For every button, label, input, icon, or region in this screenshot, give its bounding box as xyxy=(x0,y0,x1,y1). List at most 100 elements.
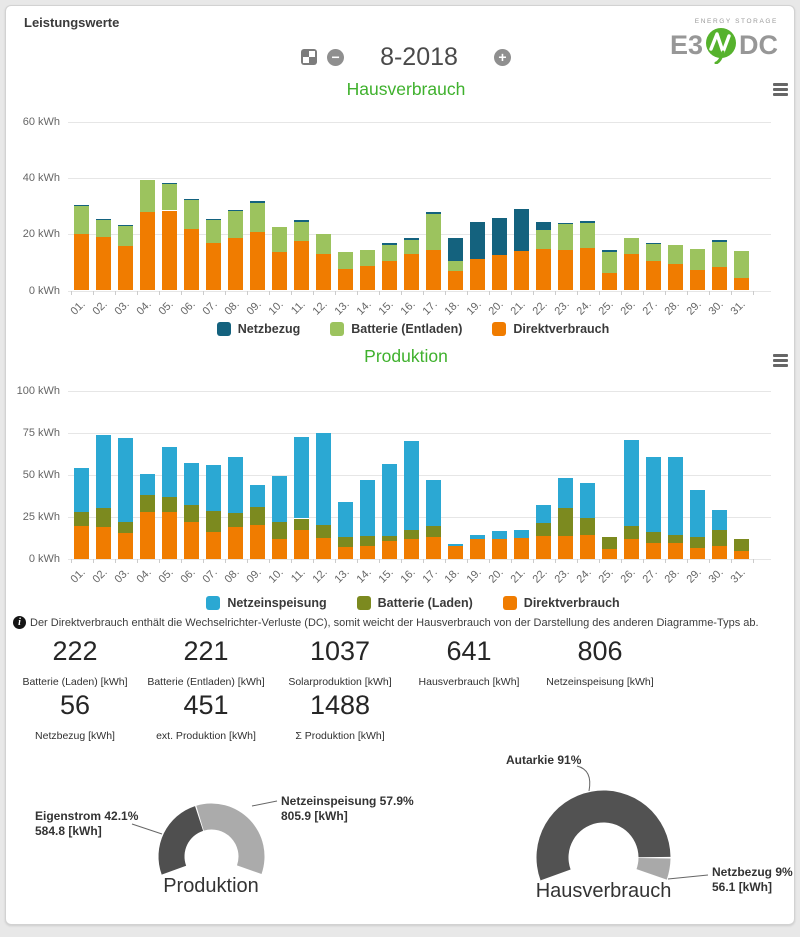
bar-segment-netzbezug[interactable] xyxy=(514,209,529,252)
bar-segment-netzbezug[interactable] xyxy=(646,242,661,245)
bar-segment-batterie-laden-[interactable] xyxy=(404,530,419,539)
bar-segment-netzbezug[interactable] xyxy=(206,218,221,221)
bar-segment-batterie-entladen-[interactable] xyxy=(272,227,287,252)
bar-segment-direktverbrauch[interactable] xyxy=(316,253,331,291)
bar-segment-batterie-entladen-[interactable] xyxy=(404,239,419,254)
view-toggle-button[interactable] xyxy=(301,49,318,65)
bar-segment-batterie-entladen-[interactable] xyxy=(580,222,595,248)
bar-segment-direktverbrauch[interactable] xyxy=(514,538,529,559)
bar-segment-direktverbrauch[interactable] xyxy=(492,255,507,291)
bar-segment-direktverbrauch[interactable] xyxy=(426,249,441,291)
bar-segment-netzbezug[interactable] xyxy=(492,217,507,256)
bar-segment-batterie-laden-[interactable] xyxy=(712,529,727,547)
gauge-segment-netzeinspeisung[interactable] xyxy=(196,803,265,875)
bar-segment-netzeinspeisung[interactable] xyxy=(492,531,507,539)
bar-segment-direktverbrauch[interactable] xyxy=(734,551,749,559)
bar-segment-batterie-laden-[interactable] xyxy=(690,536,705,549)
bar-segment-batterie-laden-[interactable] xyxy=(162,496,177,512)
bar-segment-direktverbrauch[interactable] xyxy=(184,229,199,291)
bar-segment-netzeinspeisung[interactable] xyxy=(206,464,221,511)
bar-segment-batterie-laden-[interactable] xyxy=(668,534,683,544)
bar-segment-batterie-laden-[interactable] xyxy=(206,510,221,532)
bar-segment-batterie-entladen-[interactable] xyxy=(712,241,727,268)
bar-segment-netzeinspeisung[interactable] xyxy=(338,501,353,537)
bar-segment-batterie-entladen-[interactable] xyxy=(360,249,375,266)
bar-segment-direktverbrauch[interactable] xyxy=(74,526,89,559)
bar-segment-netzeinspeisung[interactable] xyxy=(668,456,683,535)
bar-segment-batterie-entladen-[interactable] xyxy=(382,244,397,261)
bar-segment-batterie-laden-[interactable] xyxy=(382,535,397,542)
bar-segment-batterie-laden-[interactable] xyxy=(140,494,155,512)
bar-segment-direktverbrauch[interactable] xyxy=(250,525,265,559)
bar-segment-netzeinspeisung[interactable] xyxy=(272,475,287,523)
bar-segment-direktverbrauch[interactable] xyxy=(558,249,573,291)
bar-segment-direktverbrauch[interactable] xyxy=(448,545,463,559)
chart1-menu-button[interactable] xyxy=(773,83,788,98)
bar-segment-batterie-entladen-[interactable] xyxy=(734,251,749,278)
bar-segment-batterie-entladen-[interactable] xyxy=(162,184,177,211)
bar-segment-batterie-laden-[interactable] xyxy=(294,518,309,531)
bar-segment-direktverbrauch[interactable] xyxy=(580,247,595,291)
bar-segment-direktverbrauch[interactable] xyxy=(624,254,639,291)
bar-segment-direktverbrauch[interactable] xyxy=(382,260,397,291)
bar-segment-batterie-laden-[interactable] xyxy=(272,522,287,539)
bar-segment-direktverbrauch[interactable] xyxy=(712,267,727,291)
bar-segment-batterie-entladen-[interactable] xyxy=(448,261,463,272)
bar-segment-direktverbrauch[interactable] xyxy=(360,265,375,291)
bar-segment-batterie-entladen-[interactable] xyxy=(536,230,551,250)
bar-segment-batterie-laden-[interactable] xyxy=(118,522,133,534)
bar-segment-direktverbrauch[interactable] xyxy=(668,263,683,291)
bar-segment-netzbezug[interactable] xyxy=(184,198,199,201)
bar-segment-direktverbrauch[interactable] xyxy=(118,533,133,559)
legend-item-direktverbrauch[interactable]: Direktverbrauch xyxy=(502,596,620,610)
bar-segment-netzbezug[interactable] xyxy=(558,222,573,225)
bar-segment-netzeinspeisung[interactable] xyxy=(426,480,441,526)
bar-segment-direktverbrauch[interactable] xyxy=(690,548,705,559)
bar-segment-netzeinspeisung[interactable] xyxy=(228,456,243,514)
bar-segment-netzeinspeisung[interactable] xyxy=(580,483,595,518)
bar-segment-direktverbrauch[interactable] xyxy=(492,539,507,559)
bar-segment-netzbezug[interactable] xyxy=(470,222,485,259)
bar-segment-direktverbrauch[interactable] xyxy=(536,249,551,291)
bar-segment-direktverbrauch[interactable] xyxy=(624,539,639,559)
bar-segment-direktverbrauch[interactable] xyxy=(470,539,485,559)
prev-period-button[interactable]: − xyxy=(327,48,345,66)
bar-segment-batterie-entladen-[interactable] xyxy=(140,180,155,212)
bar-segment-netzeinspeisung[interactable] xyxy=(712,510,727,530)
bar-segment-netzeinspeisung[interactable] xyxy=(162,447,177,497)
legend-item-batterie-entladen-[interactable]: Batterie (Entladen) xyxy=(330,322,462,336)
bar-segment-direktverbrauch[interactable] xyxy=(338,546,353,559)
bar-segment-direktverbrauch[interactable] xyxy=(74,233,89,291)
bar-segment-netzeinspeisung[interactable] xyxy=(140,474,155,495)
bar-segment-direktverbrauch[interactable] xyxy=(470,258,485,291)
bar-segment-batterie-entladen-[interactable] xyxy=(338,251,353,269)
bar-segment-netzbezug[interactable] xyxy=(228,209,243,212)
legend-item-netzeinspeisung[interactable]: Netzeinspeisung xyxy=(206,596,327,610)
bar-segment-direktverbrauch[interactable] xyxy=(338,268,353,291)
bar-segment-netzeinspeisung[interactable] xyxy=(470,534,485,540)
bar-segment-netzeinspeisung[interactable] xyxy=(404,440,419,531)
bar-segment-direktverbrauch[interactable] xyxy=(272,251,287,291)
bar-segment-batterie-laden-[interactable] xyxy=(536,523,551,536)
bar-segment-direktverbrauch[interactable] xyxy=(162,210,177,291)
bar-segment-direktverbrauch[interactable] xyxy=(162,511,177,559)
bar-segment-direktverbrauch[interactable] xyxy=(514,251,529,291)
next-period-button[interactable]: + xyxy=(493,48,511,66)
bar-segment-direktverbrauch[interactable] xyxy=(228,237,243,291)
bar-segment-direktverbrauch[interactable] xyxy=(228,527,243,559)
bar-segment-batterie-laden-[interactable] xyxy=(734,538,749,552)
bar-segment-direktverbrauch[interactable] xyxy=(404,539,419,559)
bar-segment-direktverbrauch[interactable] xyxy=(602,548,617,559)
bar-segment-direktverbrauch[interactable] xyxy=(712,546,727,559)
bar-segment-netzbezug[interactable] xyxy=(382,243,397,245)
bar-segment-netzeinspeisung[interactable] xyxy=(74,468,89,512)
bar-segment-batterie-entladen-[interactable] xyxy=(624,237,639,255)
bar-segment-direktverbrauch[interactable] xyxy=(140,211,155,291)
bar-segment-batterie-laden-[interactable] xyxy=(580,518,595,535)
bar-segment-direktverbrauch[interactable] xyxy=(294,240,309,291)
bar-segment-batterie-entladen-[interactable] xyxy=(294,221,309,241)
bar-segment-netzeinspeisung[interactable] xyxy=(360,480,375,537)
bar-segment-direktverbrauch[interactable] xyxy=(404,253,419,291)
bar-segment-netzeinspeisung[interactable] xyxy=(448,543,463,546)
bar-segment-batterie-entladen-[interactable] xyxy=(316,233,331,254)
